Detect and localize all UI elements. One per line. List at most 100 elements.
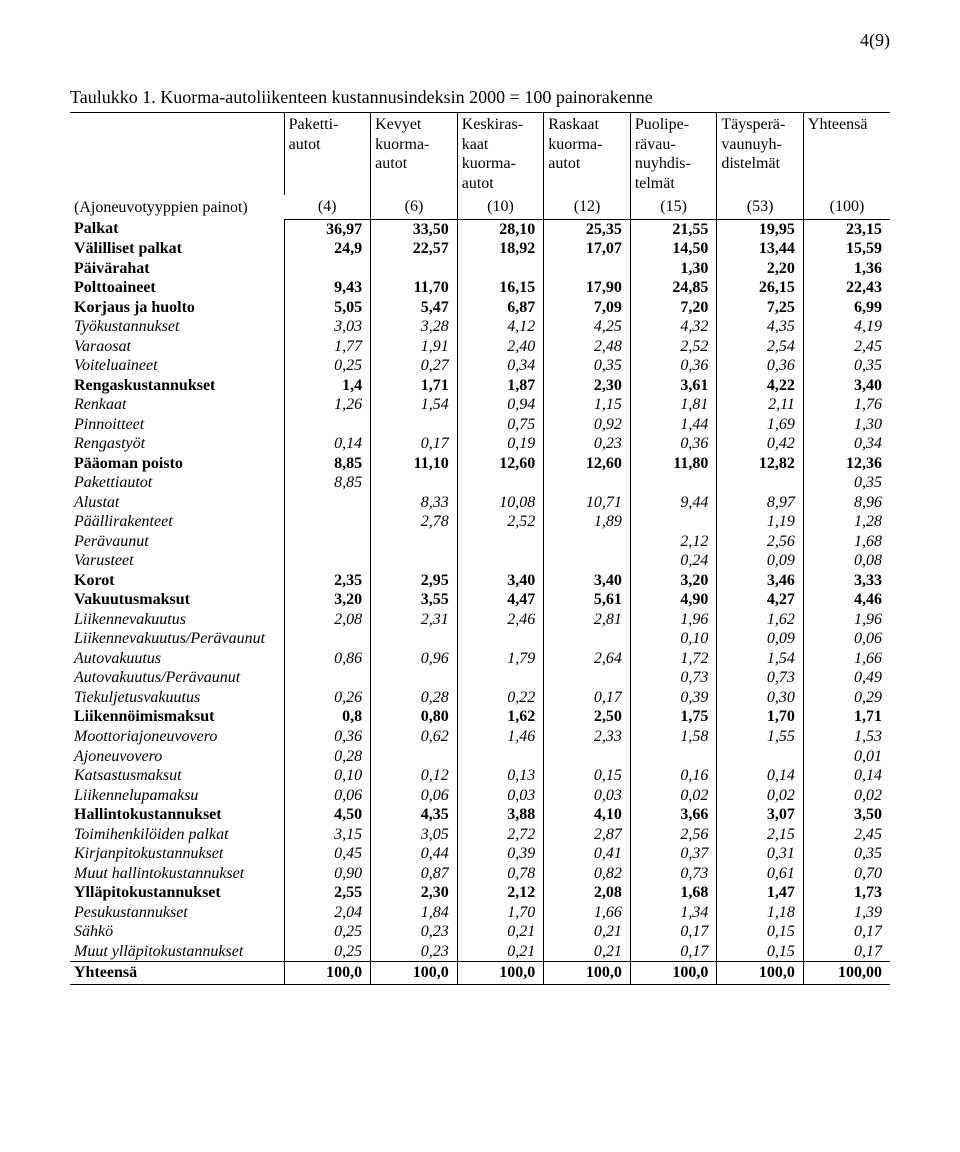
h: rävau- bbox=[635, 136, 676, 153]
cell-value: 3,03 bbox=[284, 317, 371, 337]
cell-value: 1,96 bbox=[803, 610, 890, 630]
cell-value: 10,08 bbox=[457, 493, 544, 513]
cell-value: 0,49 bbox=[803, 668, 890, 688]
cell-value: 11,10 bbox=[371, 454, 458, 474]
cell-value: 0,23 bbox=[371, 922, 458, 942]
cell-value: 0,80 bbox=[371, 707, 458, 727]
cell-value: 3,40 bbox=[544, 571, 631, 591]
cell-value: 4,10 bbox=[544, 805, 631, 825]
cell-value bbox=[371, 532, 458, 552]
cell-value: 2,72 bbox=[457, 825, 544, 845]
cell-value: 0,37 bbox=[630, 844, 717, 864]
row-label: Autovakuutus bbox=[70, 649, 284, 669]
cell-value: 2,55 bbox=[284, 883, 371, 903]
cell-value bbox=[717, 747, 804, 767]
col-header-3: Raskaat kuorma- autot bbox=[544, 113, 631, 196]
h: nuyhdis- bbox=[635, 155, 691, 172]
cell-value: 1,84 bbox=[371, 903, 458, 923]
h: Raskaat bbox=[548, 116, 599, 133]
cell-value: 26,15 bbox=[717, 278, 804, 298]
row-label: Rengaskustannukset bbox=[70, 376, 284, 396]
row-label: Ylläpitokustannukset bbox=[70, 883, 284, 903]
cell-value: 0,8 bbox=[284, 707, 371, 727]
cell-value: 0,01 bbox=[803, 747, 890, 767]
col-weight-4: (15) bbox=[630, 195, 717, 219]
cell-value: 36,97 bbox=[284, 219, 371, 239]
cell-value: 8,85 bbox=[284, 473, 371, 493]
cell-value: 8,96 bbox=[803, 493, 890, 513]
cell-value: 1,53 bbox=[803, 727, 890, 747]
cell-value: 0,06 bbox=[803, 629, 890, 649]
table-row: Polttoaineet9,4311,7016,1517,9024,8526,1… bbox=[70, 278, 890, 298]
cell-value: 1,62 bbox=[717, 610, 804, 630]
cell-value bbox=[284, 668, 371, 688]
cell-value: 1,71 bbox=[803, 707, 890, 727]
cell-value: 25,35 bbox=[544, 219, 631, 239]
cell-value: 2,56 bbox=[717, 532, 804, 552]
cell-value: 1,28 bbox=[803, 512, 890, 532]
table-row: Tiekuljetusvakuutus0,260,280,220,170,390… bbox=[70, 688, 890, 708]
row-label: Alustat bbox=[70, 493, 284, 513]
cell-value: 1,79 bbox=[457, 649, 544, 669]
h: kuorma- bbox=[462, 155, 516, 172]
cell-value: 3,07 bbox=[717, 805, 804, 825]
cell-value: 2,04 bbox=[284, 903, 371, 923]
cell-value: 0,02 bbox=[717, 786, 804, 806]
cell-value: 1,44 bbox=[630, 415, 717, 435]
cell-value: 0,03 bbox=[457, 786, 544, 806]
cell-value bbox=[284, 512, 371, 532]
table-row: Kirjanpitokustannukset0,450,440,390,410,… bbox=[70, 844, 890, 864]
row-label: Päällirakenteet bbox=[70, 512, 284, 532]
cell-value: 1,75 bbox=[630, 707, 717, 727]
cell-value: 2,40 bbox=[457, 337, 544, 357]
h: autot bbox=[462, 175, 494, 192]
cell-value: 1,76 bbox=[803, 395, 890, 415]
cell-value bbox=[457, 551, 544, 571]
col-weight-3: (12) bbox=[544, 195, 631, 219]
cell-value bbox=[371, 747, 458, 767]
cell-value: 0,26 bbox=[284, 688, 371, 708]
table-caption: Taulukko 1. Kuorma-autoliikenteen kustan… bbox=[70, 87, 890, 108]
cell-value: 0,17 bbox=[371, 434, 458, 454]
cell-value: 3,40 bbox=[457, 571, 544, 591]
cell-value: 0,62 bbox=[371, 727, 458, 747]
cell-value: 5,47 bbox=[371, 298, 458, 318]
cell-value: 0,09 bbox=[717, 629, 804, 649]
table-row: Autovakuutus/Perävaunut0,730,730,49 bbox=[70, 668, 890, 688]
cell-value: 1,39 bbox=[803, 903, 890, 923]
cell-value: 3,15 bbox=[284, 825, 371, 845]
row-label: Pääoman poisto bbox=[70, 454, 284, 474]
cell-value: 5,05 bbox=[284, 298, 371, 318]
cell-value: 3,61 bbox=[630, 376, 717, 396]
h: vaunuyh- bbox=[721, 136, 781, 153]
row-label: Pinnoitteet bbox=[70, 415, 284, 435]
cell-value: 1,34 bbox=[630, 903, 717, 923]
row-label: Liikennelupamaksu bbox=[70, 786, 284, 806]
row-label: Moottoriajoneuvovero bbox=[70, 727, 284, 747]
table-row: Autovakuutus0,860,961,792,641,721,541,66 bbox=[70, 649, 890, 669]
row-label: Liikennevakuutus bbox=[70, 610, 284, 630]
cell-value bbox=[457, 532, 544, 552]
table-row: Yhteensä100,0100,0100,0100,0100,0100,010… bbox=[70, 962, 890, 985]
cell-value: 0,34 bbox=[803, 434, 890, 454]
row-label: Korot bbox=[70, 571, 284, 591]
cell-value: 0,94 bbox=[457, 395, 544, 415]
table-row: Päivärahat1,302,201,36 bbox=[70, 259, 890, 279]
row-label: Yhteensä bbox=[70, 962, 284, 985]
cell-value: 1,69 bbox=[717, 415, 804, 435]
table-row: Pinnoitteet0,750,921,441,691,30 bbox=[70, 415, 890, 435]
cell-value bbox=[544, 259, 631, 279]
cell-value: 2,08 bbox=[544, 883, 631, 903]
row-label: Ajoneuvovero bbox=[70, 747, 284, 767]
cell-value: 0,35 bbox=[544, 356, 631, 376]
cell-value: 19,95 bbox=[717, 219, 804, 239]
cell-value: 2,54 bbox=[717, 337, 804, 357]
cell-value: 0,21 bbox=[544, 942, 631, 962]
cell-value: 6,87 bbox=[457, 298, 544, 318]
cell-value: 1,36 bbox=[803, 259, 890, 279]
cell-value: 33,50 bbox=[371, 219, 458, 239]
cell-value: 2,45 bbox=[803, 337, 890, 357]
row-label: Liikennevakuutus/Perävaunut bbox=[70, 629, 284, 649]
table-row: Välilliset palkat24,922,5718,9217,0714,5… bbox=[70, 239, 890, 259]
cell-value: 3,20 bbox=[630, 571, 717, 591]
